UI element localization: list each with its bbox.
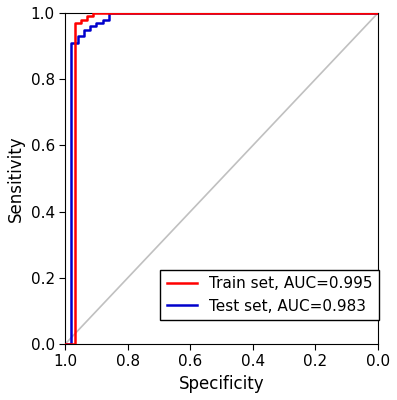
Y-axis label: Sensitivity: Sensitivity (7, 135, 25, 222)
Legend: Train set, AUC=0.995, Test set, AUC=0.983: Train set, AUC=0.995, Test set, AUC=0.98… (160, 270, 379, 320)
X-axis label: Specificity: Specificity (179, 375, 264, 393)
